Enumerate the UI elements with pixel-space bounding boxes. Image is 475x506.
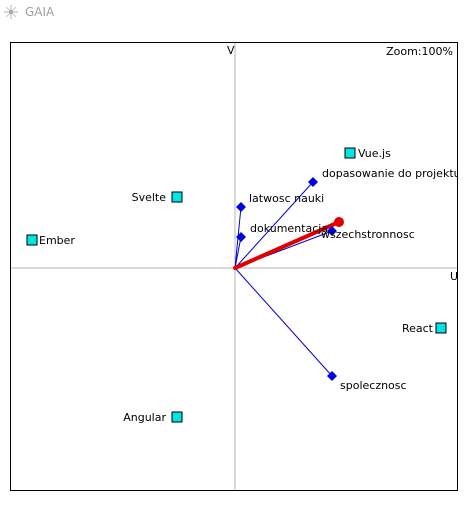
zoom-indicator: Zoom:100% [386,45,453,58]
alternative-marker-vue-js[interactable] [344,147,356,159]
criterion-label-latwosc-nauki: latwosc nauki [249,192,324,205]
decision-axis-layer [233,217,344,270]
criterion-marker-dopasowanie-do-projektu[interactable] [308,177,318,187]
v-axis-label: V [227,44,235,57]
alternatives-layer: Vue.js Svelte Ember React Angular [26,147,447,424]
criterion-marker-spolecznosc[interactable] [327,371,337,381]
criterion-label-wszechstronnosc: wszechstronnosc [321,228,415,241]
criterion-line-dopasowanie-do-projektu [234,181,314,269]
alternative-marker-ember[interactable] [26,234,38,246]
alternative-label-svelte: Svelte [132,191,167,204]
alternative-label-vue-js: Vue.js [358,147,391,160]
criterion-label-spolecznosc: spolecznosc [340,379,407,392]
zoom-value: 100% [422,45,453,58]
criterion-line-dokumentacja [234,236,242,269]
gaia-plane-plot: V U Zoom:100% dopasowanie do projektu lat… [11,43,457,490]
window-title: GAIA [25,5,55,19]
decision-axis-endpoint[interactable] [334,217,344,227]
criterion-label-dokumentacja: dokumentacja [250,222,328,235]
criteria-markers: dopasowanie do projektu latwosc nauki doku… [236,167,457,392]
alternative-label-ember: Ember [39,234,75,247]
decision-axis-line [233,220,341,270]
alternative-label-react: React [402,322,434,335]
criterion-label-dopasowanie-do-projektu: dopasowanie do projektu [322,167,457,180]
alternative-marker-svelte[interactable] [171,191,183,203]
gaia-compass-icon [4,5,18,19]
u-axis-label: U [450,270,457,283]
criterion-marker-dokumentacja[interactable] [236,232,246,242]
gaia-plane-canvas[interactable]: V U Zoom:100% dopasowanie do projektu lat… [10,42,458,491]
criterion-line-spolecznosc [234,267,333,377]
alternative-marker-angular[interactable] [171,411,183,423]
alternative-marker-react[interactable] [435,322,447,334]
criterion-marker-wszechstronnosc[interactable] [327,226,337,236]
zoom-label: Zoom: [386,45,421,58]
title-bar: GAIA [0,0,475,24]
criterion-marker-latwosc-nauki[interactable] [236,202,246,212]
criteria-lines [234,181,333,377]
alternative-label-angular: Angular [123,411,166,424]
